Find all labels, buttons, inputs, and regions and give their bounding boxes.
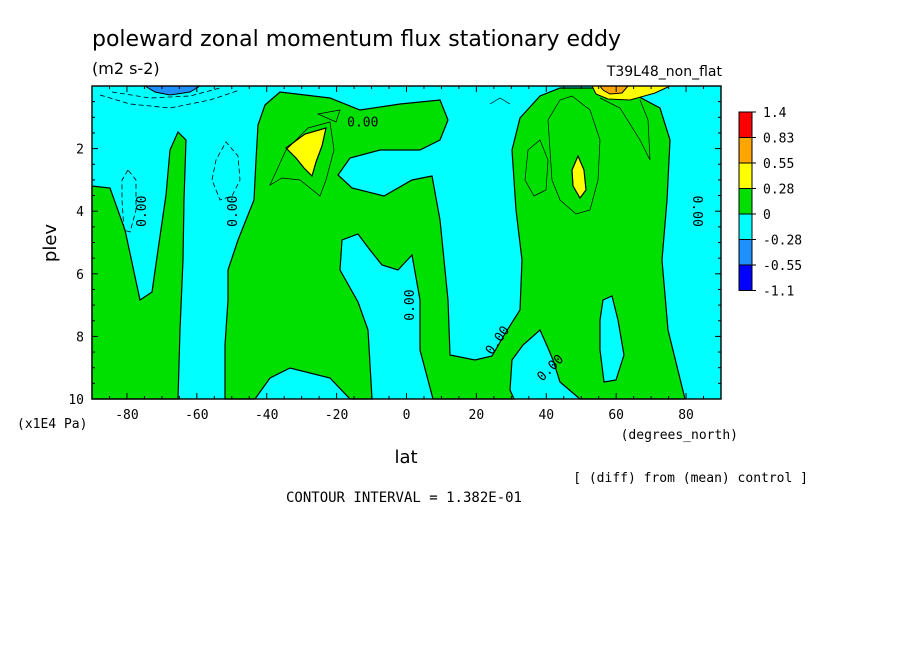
y-tick-label: 10 bbox=[68, 393, 84, 408]
x-tick-label: -20 bbox=[325, 408, 348, 423]
x-tick-label: -40 bbox=[255, 408, 278, 423]
colorbar-label: 1.4 bbox=[763, 106, 787, 121]
colorbar-swatch bbox=[738, 137, 753, 164]
y-tick-label: 2 bbox=[76, 143, 84, 158]
y-axis-units: (x1E4 Pa) bbox=[17, 417, 87, 432]
colorbar-swatch bbox=[738, 188, 753, 215]
chart-title: poleward zonal momentum flux stationary … bbox=[92, 27, 621, 52]
x-axis-label: lat bbox=[394, 447, 417, 468]
colorbar-label: 0.83 bbox=[763, 132, 794, 147]
x-tick-label: 0 bbox=[403, 408, 411, 423]
x-tick-label: -80 bbox=[115, 408, 138, 423]
colorbar-label: -0.55 bbox=[763, 259, 802, 274]
contour-label: 0.00 bbox=[226, 196, 241, 227]
units-label: (m2 s-2) bbox=[92, 59, 160, 78]
contour-interval: CONTOUR INTERVAL = 1.382E-01 bbox=[286, 490, 522, 506]
x-tick-label: 60 bbox=[608, 408, 624, 423]
negative-contours bbox=[99, 87, 241, 233]
axes: -80 -60 -40 -20 0 20 40 60 80 2 4 6 8 10 bbox=[68, 85, 722, 423]
y-axis-label: plev bbox=[40, 224, 61, 263]
x-tick-label: 20 bbox=[469, 408, 485, 423]
region-negative-east-pocket bbox=[599, 295, 625, 383]
colorbar-swatch bbox=[738, 264, 753, 291]
run-label: T39L48_non_flat bbox=[606, 64, 723, 80]
colorbar-label: -1.1 bbox=[763, 285, 794, 300]
colorbar-label: -0.28 bbox=[763, 234, 802, 249]
y-tick-label: 6 bbox=[76, 268, 84, 283]
colorbar-swatch bbox=[738, 162, 753, 189]
x-tick-label: 40 bbox=[538, 408, 554, 423]
contour-label: 0.00 bbox=[347, 116, 378, 131]
diff-note: [ (diff) from (mean) control ] bbox=[573, 471, 808, 486]
colorbar-label: 0.28 bbox=[763, 183, 794, 198]
region-positive-south bbox=[91, 130, 187, 400]
secondary-contours bbox=[269, 95, 651, 215]
region-positive-high-east bbox=[571, 154, 587, 200]
colorbar-swatch bbox=[738, 239, 753, 266]
x-tick-label: 80 bbox=[678, 408, 694, 423]
region-positive-high-west bbox=[285, 127, 327, 178]
colorbar: 1.4 0.83 0.55 0.28 0 -0.28 -0.55 -1.1 bbox=[738, 106, 802, 300]
colorbar-label: 0.55 bbox=[763, 157, 794, 172]
x-tick-label: -60 bbox=[185, 408, 208, 423]
plot-area: 0.000.00 0.000.000.000.000.00 bbox=[91, 85, 722, 400]
y-tick-label: 4 bbox=[76, 205, 84, 220]
colorbar-swatch bbox=[738, 111, 753, 138]
colorbar-swatch bbox=[738, 213, 753, 240]
contour-label: 0.00 bbox=[689, 196, 704, 227]
y-tick-label: 8 bbox=[76, 330, 84, 345]
contour-label: 0.00 bbox=[135, 196, 150, 227]
x-axis-units: (degrees_north) bbox=[621, 428, 738, 443]
colorbar-label: 0 bbox=[763, 208, 771, 223]
contour-label: 0.00 bbox=[403, 289, 418, 320]
